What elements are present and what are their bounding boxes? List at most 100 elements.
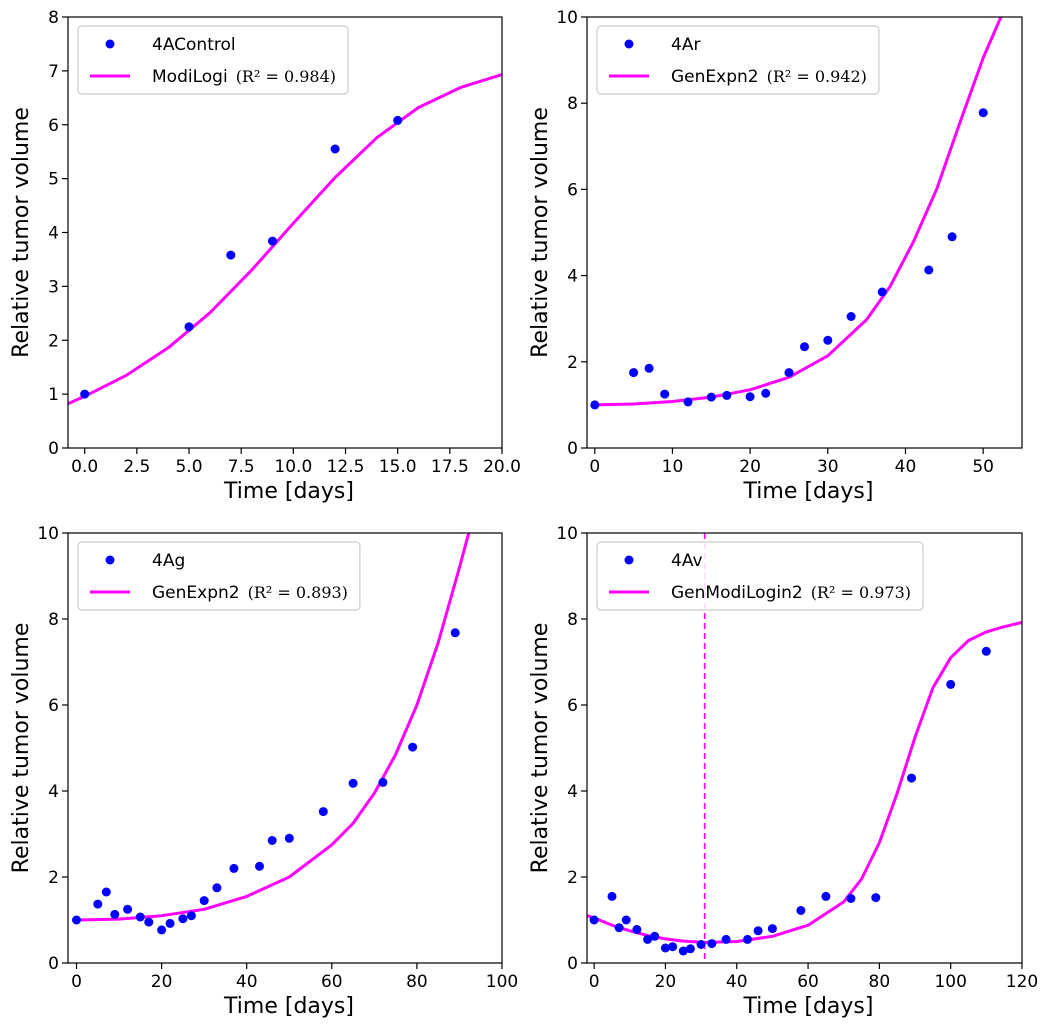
legend-label-points: 4AControl xyxy=(152,35,236,55)
x-axis-label: Time [days] xyxy=(743,994,874,1019)
data-point xyxy=(93,899,103,909)
x-tick-label: 120 xyxy=(1006,972,1038,992)
x-tick-label: 0 xyxy=(589,457,600,477)
y-tick-label: 4 xyxy=(567,267,578,287)
y-tick-label: 7 xyxy=(48,62,59,82)
y-axis-label: Relative tumor volume xyxy=(9,623,34,874)
y-tick-label: 0 xyxy=(567,954,578,974)
data-point xyxy=(871,893,881,903)
y-tick-label: 6 xyxy=(567,696,578,716)
data-point xyxy=(946,679,956,689)
x-tick-label: 20 xyxy=(739,457,761,477)
data-point xyxy=(255,861,264,871)
x-tick-label: 20 xyxy=(655,972,677,992)
x-tick-label: 10 xyxy=(662,457,684,477)
data-point xyxy=(157,925,167,935)
legend-r2-value: (R² = 0.984) xyxy=(236,67,336,86)
y-tick-label: 8 xyxy=(48,8,59,28)
y-tick-label: 5 xyxy=(48,170,59,190)
data-point xyxy=(632,925,642,934)
y-tick-label: 6 xyxy=(48,696,59,716)
data-point xyxy=(165,918,175,928)
data-point xyxy=(621,915,631,925)
y-tick-label: 10 xyxy=(556,524,578,544)
fit-line xyxy=(587,620,1022,944)
x-tick-label: 20 xyxy=(151,972,173,992)
data-point xyxy=(668,942,678,952)
chart-panel-2: 0 10 20 30 40 50 0 2 4 6 8 10 Time [days] Relative tu… xyxy=(528,8,1023,504)
data-point xyxy=(378,777,388,787)
legend-label-fit: GenExpn2 xyxy=(671,67,759,87)
legend-label-fit: GenModiLogin2 xyxy=(671,583,803,603)
x-tick-label: 0.0 xyxy=(71,457,98,477)
data-point xyxy=(186,911,196,921)
axes-frame xyxy=(586,532,1023,964)
x-tick-label: 80 xyxy=(406,972,428,992)
data-point xyxy=(268,236,277,246)
y-tick-label: 6 xyxy=(567,180,578,200)
y-tick-label: 0 xyxy=(48,439,59,459)
legend-label-points: 4Ag xyxy=(152,551,185,571)
data-point xyxy=(796,906,806,915)
y-axis-label: Relative tumor volume xyxy=(9,107,34,358)
y-tick-label: 0 xyxy=(567,439,578,459)
legend: 4Ag GenExpn2 (R² = 0.893) xyxy=(77,541,361,611)
data-point xyxy=(721,934,731,944)
axes-frame xyxy=(67,532,503,964)
data-point xyxy=(784,368,794,378)
y-tick-label: 10 xyxy=(37,524,59,544)
x-tick-label: 0 xyxy=(589,972,600,992)
data-point xyxy=(660,943,670,953)
data-point xyxy=(761,388,771,398)
x-axis-label: Time [days] xyxy=(743,479,874,504)
y-axis-label: Relative tumor volume xyxy=(528,107,553,358)
x-tick-label: 60 xyxy=(797,972,819,992)
fit-line xyxy=(68,73,502,406)
data-point xyxy=(877,287,887,297)
x-tick-label: 50 xyxy=(972,457,994,477)
plot-area xyxy=(587,533,1022,963)
data-point xyxy=(267,836,277,845)
data-point xyxy=(696,940,706,949)
plot-area xyxy=(590,17,1003,410)
legend-r2-value: (R² = 0.942) xyxy=(767,67,867,86)
chart-panel-4: 0 20 40 60 80 100 120 0 2 4 6 8 10 Time [days] Relativ… xyxy=(528,524,1038,1019)
legend-box xyxy=(596,541,924,611)
data-point xyxy=(123,904,133,914)
data-point xyxy=(408,742,418,752)
legend-marker-points xyxy=(105,555,115,565)
legend-box xyxy=(77,541,361,611)
data-point xyxy=(767,924,777,934)
x-tick-label: 15.0 xyxy=(379,457,417,477)
x-tick-label: 17.5 xyxy=(431,457,469,477)
data-point xyxy=(590,400,600,410)
x-tick-label: 100 xyxy=(486,972,518,992)
legend-r2-value: (R² = 0.973) xyxy=(811,583,911,602)
data-point xyxy=(907,773,916,783)
data-point xyxy=(924,265,934,275)
data-point xyxy=(184,322,194,332)
x-tick-label: 12.5 xyxy=(327,457,365,477)
data-point xyxy=(393,115,403,125)
data-point xyxy=(800,342,809,352)
data-point xyxy=(846,894,856,903)
data-point xyxy=(650,931,660,941)
x-tick-label: 0 xyxy=(71,972,82,992)
x-axis-label: Time [days] xyxy=(223,994,354,1019)
y-tick-label: 2 xyxy=(48,868,59,888)
data-point xyxy=(589,915,599,925)
data-point xyxy=(745,392,755,402)
x-tick-label: 40 xyxy=(236,972,258,992)
x-tick-label: 30 xyxy=(817,457,839,477)
x-tick-label: 2.5 xyxy=(123,457,150,477)
plot-area xyxy=(68,73,502,406)
data-point xyxy=(226,250,236,260)
data-point xyxy=(643,934,653,944)
data-point xyxy=(614,923,624,933)
data-point xyxy=(72,915,81,925)
legend-marker-points xyxy=(105,39,115,49)
y-axis-label: Relative tumor volume xyxy=(528,623,553,874)
x-tick-label: 80 xyxy=(869,972,891,992)
legend-marker-points xyxy=(624,39,634,49)
data-point xyxy=(348,778,358,788)
